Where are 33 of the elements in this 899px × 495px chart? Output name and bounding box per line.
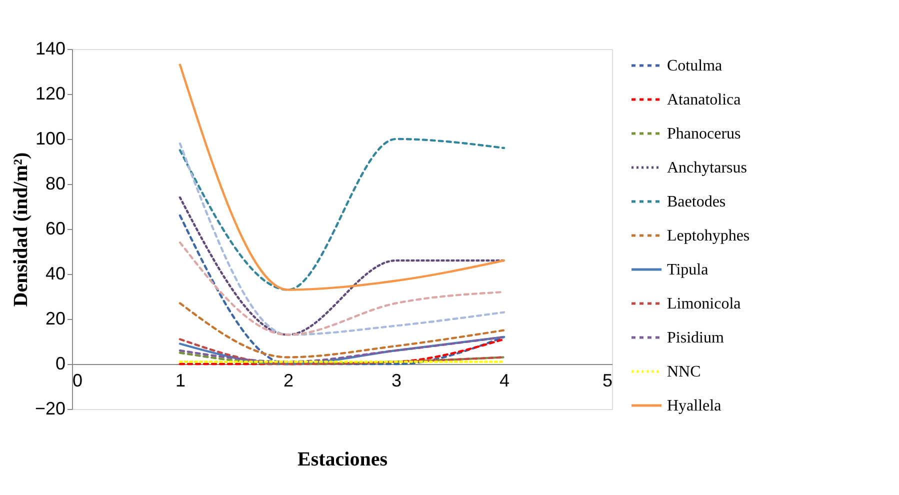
y-tick-label: −20 [34,398,66,418]
x-axis-title: Estaciones [298,448,388,470]
line-series [178,302,506,358]
legend-label: Atanatolica [667,92,741,108]
y-tick-label: 120 [35,84,66,104]
legend-label: Cotulma [667,58,722,74]
line-series [178,64,506,291]
y-tick-label: 60 [45,218,66,238]
y-tick-label: 20 [45,308,66,328]
legend-label: NNC [667,364,701,380]
x-tick-label: 5 [602,370,612,390]
legend-label: Baetodes [667,194,726,210]
y-tick-label: 0 [55,354,66,374]
y-tick-label: 40 [45,264,66,284]
x-tick-label: 4 [499,370,510,390]
x-tick-label: 3 [391,370,402,390]
x-tick-label: 1 [175,370,186,390]
legend-label: Limonicola [667,296,741,312]
legend-label: Tipula [667,262,708,278]
x-tick-label: 2 [283,370,294,390]
line-series [178,142,506,336]
legend-label: Anchytarsus [667,160,747,176]
legend-label: Leptohyphes [667,228,750,244]
line-series [178,138,506,291]
legend-label: Pisidium [667,330,724,346]
legend-label: Hyallela [667,398,722,414]
y-tick-label: 140 [35,38,66,58]
y-tick-label: 80 [45,174,66,194]
line-series [178,352,506,366]
x-tick-label: 0 [72,370,83,390]
y-tick-label: 100 [35,128,66,148]
legend-label: Phanocerus [667,126,741,142]
y-axis-title: Densidad (ind/m²) [10,152,32,307]
